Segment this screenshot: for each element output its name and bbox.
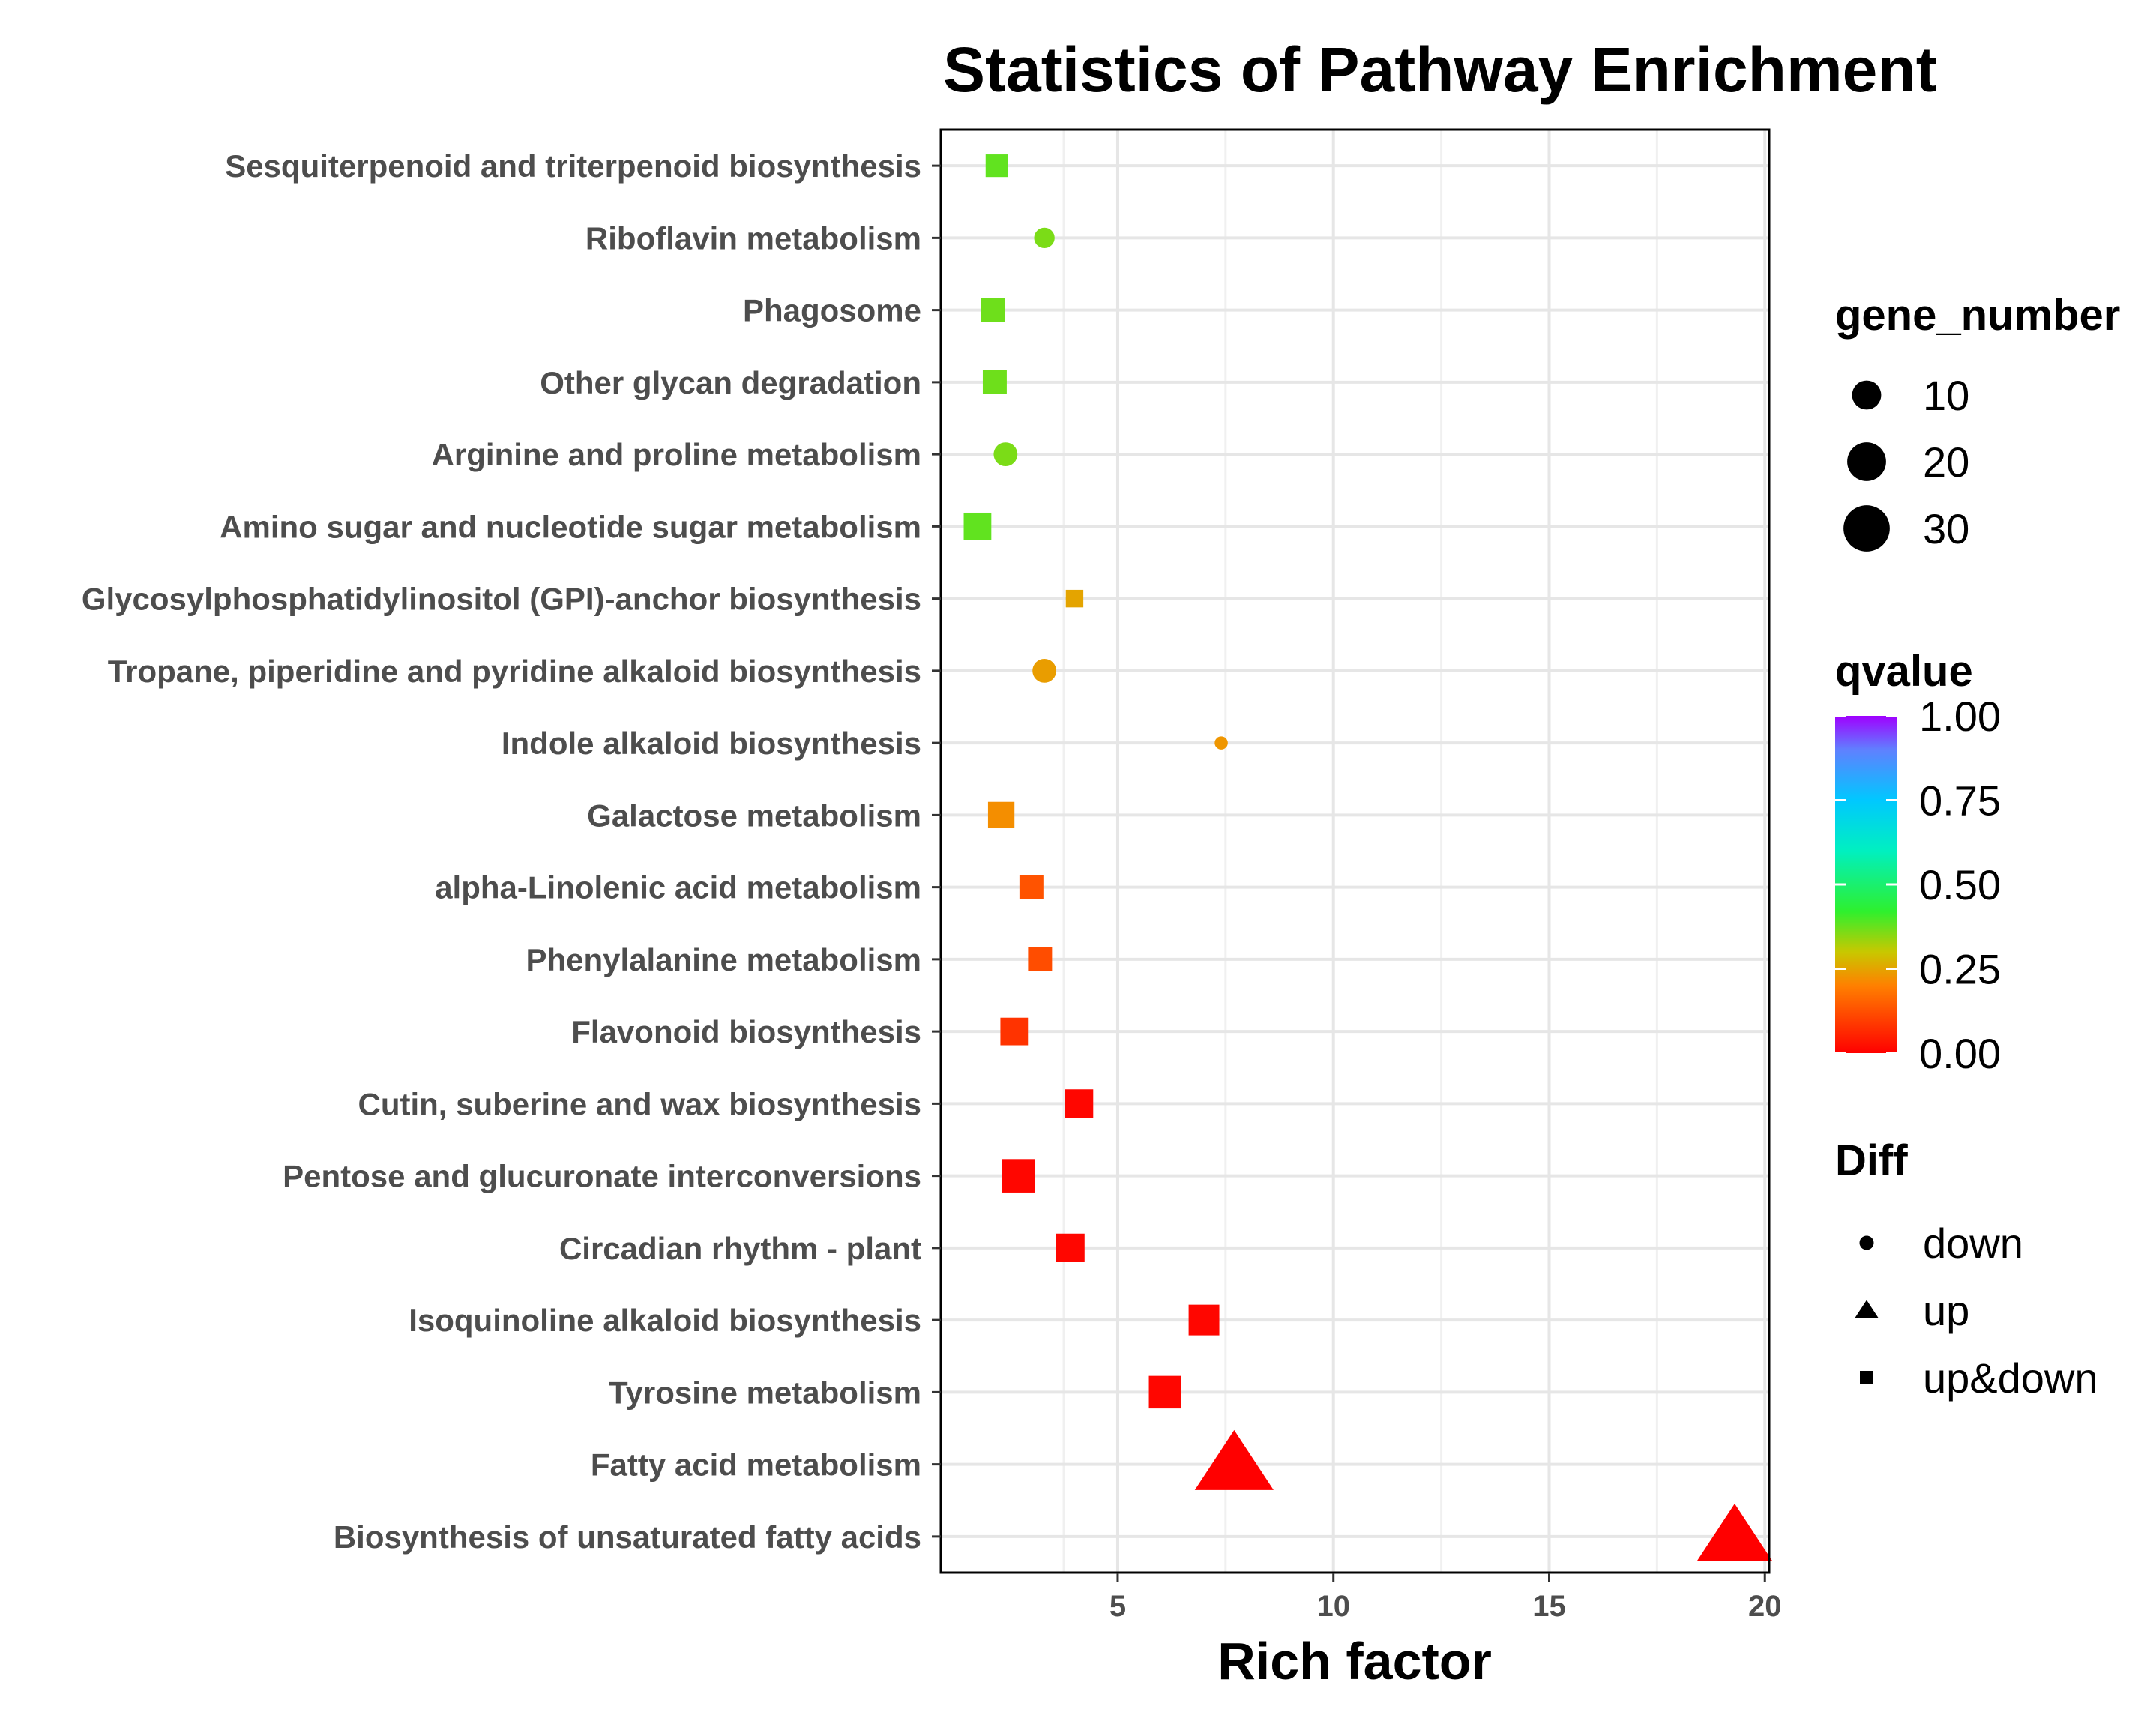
y-tick-label: Phenylalanine metabolism — [526, 942, 921, 977]
data-point — [985, 154, 1008, 178]
y-tick-label: alpha-Linolenic acid metabolism — [435, 870, 921, 905]
size-legend-key — [1843, 505, 1890, 552]
x-tick-label: 20 — [1748, 1590, 1782, 1623]
size-legend-key — [1852, 380, 1882, 410]
y-tick-label: Cutin, suberine and wax biosynthesis — [358, 1086, 922, 1121]
data-point — [1194, 1429, 1274, 1490]
data-point — [1696, 1504, 1773, 1561]
y-tick-label: Phagosome — [743, 293, 921, 328]
data-point — [1000, 1017, 1029, 1046]
y-tick-label: Tropane, piperidine and pyridine alkaloi… — [108, 654, 921, 689]
color-legend: qvalue 1.00 0.75 0.50 0.25 0.00 — [1835, 647, 2001, 1077]
data-point — [1002, 1159, 1035, 1193]
data-point — [1065, 589, 1084, 608]
y-tick-label: Flavonoid biosynthesis — [571, 1014, 921, 1049]
shape-legend-key — [1859, 1235, 1874, 1250]
y-tick-label: Fatty acid metabolism — [591, 1447, 921, 1483]
shape-legend-key — [1855, 1300, 1879, 1318]
y-tick-label: Arginine and proline metabolism — [432, 437, 921, 472]
colorbar-label: 0.00 — [1919, 1030, 2001, 1077]
shape-legend-title: Diff — [1835, 1136, 1908, 1185]
size-legend-label: 30 — [1923, 505, 1969, 552]
x-tick-label: 5 — [1109, 1590, 1126, 1623]
data-point — [1065, 1089, 1094, 1118]
y-tick-label: Other glycan degradation — [540, 365, 921, 400]
colorbar-label: 0.25 — [1919, 946, 2001, 993]
x-tick-label: 15 — [1532, 1590, 1566, 1623]
data-point — [1056, 1233, 1085, 1262]
data-point — [1214, 736, 1228, 750]
size-legend-label: 20 — [1923, 438, 1969, 486]
colorbar-label: 0.50 — [1919, 861, 2001, 908]
data-point — [1148, 1375, 1181, 1409]
colorbar-label: 1.00 — [1919, 693, 2001, 740]
data-point — [981, 298, 1005, 322]
y-tick-label: Biosynthesis of unsaturated fatty acids — [334, 1519, 921, 1555]
data-point — [1019, 875, 1044, 899]
colorbar-label: 0.75 — [1919, 777, 2001, 825]
size-legend-key — [1847, 442, 1886, 481]
y-tick-label: Circadian rhythm - plant — [559, 1231, 921, 1266]
size-legend-title: gene_number — [1835, 291, 2120, 340]
y-tick-label: Amino sugar and nucleotide sugar metabol… — [220, 509, 921, 544]
plot-panel — [941, 130, 1769, 1573]
data-point — [1034, 227, 1055, 249]
data-points — [963, 154, 1773, 1561]
size-legend-label: 10 — [1923, 372, 1969, 419]
y-axis: Sesquiterpenoid and triterpenoid biosynt… — [82, 148, 941, 1555]
data-point — [987, 801, 1015, 829]
data-point — [1032, 658, 1057, 683]
data-point — [993, 442, 1018, 467]
x-axis: 5 10 15 20 — [1109, 1573, 1782, 1623]
shape-legend-label: up — [1923, 1287, 1969, 1334]
color-legend-title: qvalue — [1835, 647, 1973, 696]
grid-lines — [941, 130, 1769, 1573]
data-point — [963, 512, 992, 540]
data-point — [1188, 1304, 1220, 1336]
shape-legend-key — [1860, 1371, 1873, 1384]
size-legend: gene_number 10 20 30 — [1835, 291, 2120, 552]
y-tick-label: Tyrosine metabolism — [609, 1375, 921, 1410]
x-axis-label: Rich factor — [1217, 1632, 1492, 1690]
y-tick-label: Galactose metabolism — [587, 798, 921, 833]
plot-border — [939, 128, 1771, 1574]
y-tick-label: Indole alkaloid biosynthesis — [502, 726, 921, 761]
data-point — [982, 370, 1007, 394]
y-tick-label: Glycosylphosphatidylinositol (GPI)-ancho… — [82, 582, 921, 617]
shape-legend: Diff down up up&down — [1835, 1136, 2098, 1402]
shape-legend-label: down — [1923, 1220, 2023, 1267]
chart-title: Statistics of Pathway Enrichment — [943, 34, 1937, 105]
y-tick-label: Riboflavin metabolism — [585, 220, 921, 256]
data-point — [1028, 947, 1053, 971]
y-tick-label: Sesquiterpenoid and triterpenoid biosynt… — [225, 148, 921, 184]
x-tick-label: 10 — [1316, 1590, 1350, 1623]
y-tick-label: Pentose and glucuronate interconversions — [283, 1159, 921, 1194]
shape-legend-label: up&down — [1923, 1354, 2098, 1402]
y-tick-label: Isoquinoline alkaloid biosynthesis — [409, 1303, 921, 1338]
